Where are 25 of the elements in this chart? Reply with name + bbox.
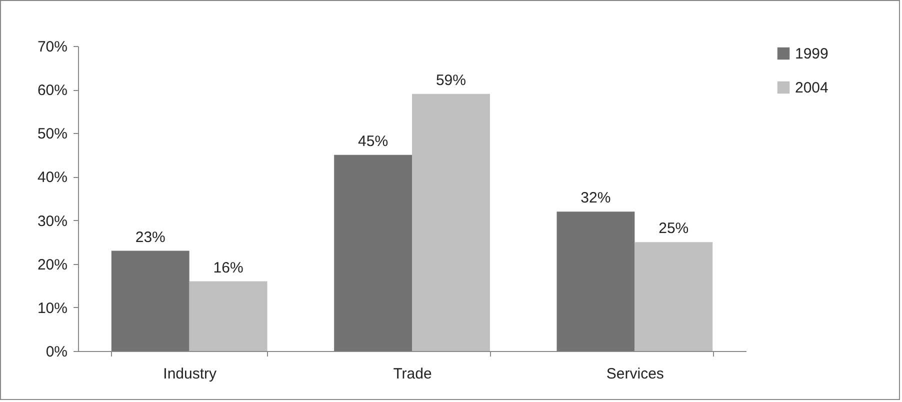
data-label: 32% [580,190,611,207]
y-tick-label: 20% [37,256,68,274]
y-tick-label: 10% [37,300,68,317]
data-label: 23% [135,228,166,246]
x-tick-label: Industry [163,366,218,382]
bar [334,154,412,351]
data-label: 25% [658,220,689,238]
bar [556,212,635,351]
bar [189,281,268,351]
y-tick-label: 70% [37,38,68,56]
legend-label: 1999 [795,46,828,62]
bar [634,242,713,351]
y-tick-label: 0% [46,344,68,360]
y-tick-label: 60% [37,82,68,100]
data-label: 45% [358,132,388,150]
y-tick-label: 40% [37,169,68,186]
y-tick-label: 30% [37,212,68,230]
x-tick-label: Trade [393,366,432,382]
x-tick-label: Services [606,366,664,382]
data-label: 59% [436,72,466,89]
data-label: 16% [213,259,244,276]
legend-label: 2004 [795,80,828,96]
bar [111,250,190,351]
bar [412,94,490,351]
y-tick-label: 50% [37,126,68,143]
